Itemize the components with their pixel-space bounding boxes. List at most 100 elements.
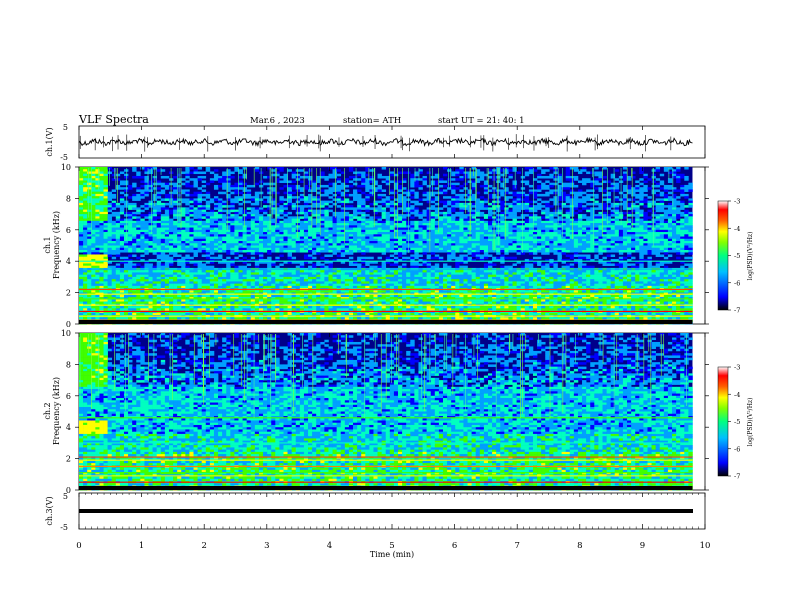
spec-cell [238, 274, 243, 278]
spec-cell [193, 234, 198, 237]
spec-cell [418, 243, 423, 246]
spec-cell [111, 294, 117, 298]
spec-cell [299, 236, 305, 240]
spec-cell [418, 263, 423, 266]
spec-cell [402, 218, 407, 222]
spec-cell [353, 229, 358, 233]
spec-cell [271, 279, 276, 282]
spec-cell [128, 238, 133, 242]
spec-cell [173, 207, 178, 210]
spec-cell [226, 180, 231, 183]
spec-cell [426, 274, 432, 278]
spec-cell [222, 200, 227, 204]
spec-cell [303, 312, 309, 316]
spec-cell [181, 317, 186, 320]
spec-cell [95, 225, 100, 228]
spec-cell [140, 247, 145, 251]
spec-cell [185, 245, 190, 249]
spec-cell [365, 279, 370, 282]
spec-cell [348, 276, 354, 280]
spec-cell [193, 263, 198, 266]
spec-cell [250, 216, 256, 219]
spec-cell [291, 191, 297, 195]
spec-cell [144, 243, 149, 246]
spec-cell [156, 207, 162, 210]
spec-cell [348, 245, 354, 249]
spec-cell [324, 189, 329, 192]
spec-cell [197, 306, 202, 309]
spec-cell [148, 225, 153, 228]
spec-cell [152, 283, 158, 287]
spec-cell [209, 241, 215, 244]
spec-cell [99, 261, 104, 264]
spec-cell [328, 243, 333, 246]
spec-cell [377, 272, 382, 275]
spec-cell [422, 317, 427, 320]
spec-cell [213, 175, 219, 179]
spec-cell [91, 196, 96, 199]
spec-cell [144, 193, 149, 197]
spec-cell [283, 241, 288, 244]
spec-cell [332, 290, 337, 293]
spec-cell [83, 211, 88, 215]
spec-cell [152, 227, 158, 231]
spec-cell [406, 299, 411, 302]
spec-cell [357, 234, 362, 237]
spec-cell [303, 171, 309, 175]
spec-cell [267, 285, 272, 289]
spec-cell [156, 225, 162, 228]
spec-cell [91, 256, 96, 260]
spec-cell [148, 243, 153, 246]
spec-cell [332, 227, 337, 231]
spec-cell [393, 214, 399, 217]
spec-cell [144, 279, 149, 282]
spec-cell [426, 196, 432, 199]
spec-cell [115, 178, 121, 181]
spec-cell [164, 225, 170, 228]
spec-cell [369, 227, 374, 231]
spec-cell [201, 232, 207, 235]
spec-cell [365, 306, 370, 309]
spec-cell [189, 285, 194, 289]
spec-cell [95, 214, 100, 217]
spec-cell [230, 301, 235, 305]
spec-cell [414, 281, 419, 284]
spec-cell [205, 202, 211, 206]
spec-cell [402, 214, 407, 217]
spec-cell [279, 270, 284, 273]
spec-cell [164, 214, 170, 217]
spec-cell [381, 236, 387, 240]
spec-cell [340, 294, 346, 298]
spec-cell [173, 223, 178, 226]
spec-cell [128, 317, 133, 320]
spec-cell [328, 279, 333, 282]
spec-cell [173, 301, 178, 305]
spec-cell [389, 202, 395, 206]
spec-cell [119, 256, 125, 260]
spec-cell [324, 261, 329, 264]
spec-cell [344, 283, 350, 287]
spec-cell [107, 249, 113, 253]
spec-cell [83, 223, 88, 226]
spec-cell [87, 272, 92, 275]
spec-cell [422, 178, 427, 181]
spec-cell [398, 225, 403, 228]
spec-cell [320, 290, 325, 293]
spec-cell [340, 243, 346, 246]
spec-cell [119, 171, 125, 175]
spec-cell [168, 261, 174, 264]
spec-cell [258, 258, 264, 262]
spec-cell [353, 283, 358, 287]
spec-cell [418, 238, 423, 242]
spec-cell [234, 245, 239, 249]
spec-cell [181, 285, 186, 289]
spec-cell [303, 218, 309, 222]
spec-cell [103, 216, 108, 219]
spec-cell [381, 232, 387, 235]
spec-cell [185, 299, 190, 302]
spec-cell [222, 220, 227, 224]
spec-cell [111, 234, 117, 237]
spec-cell [173, 202, 178, 206]
spec-cell [393, 294, 399, 298]
spec-cell [258, 225, 264, 228]
